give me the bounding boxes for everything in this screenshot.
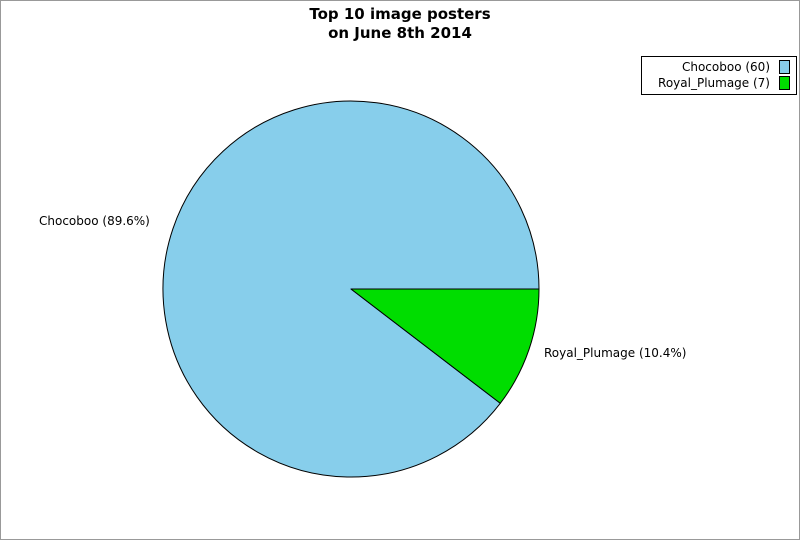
chart-title-line1: Top 10 image posters: [309, 5, 491, 23]
legend-row-royal-plumage: Royal_Plumage (7): [646, 75, 790, 91]
chart-title: Top 10 image posters on June 8th 2014: [1, 5, 799, 43]
legend-swatch-chocoboo-icon: [779, 60, 790, 74]
legend-label-royal-plumage: Royal_Plumage (7): [658, 76, 770, 90]
legend: Chocoboo (60) Royal_Plumage (7): [641, 56, 797, 95]
chart-title-line2: on June 8th 2014: [328, 24, 472, 42]
slice-label-chocoboo: Chocoboo (89.6%): [39, 214, 150, 228]
pie-slice-royal_plumage: [350, 288, 540, 404]
slice-label-royal-plumage: Royal_Plumage (10.4%): [544, 346, 687, 360]
legend-swatch-royal-plumage-icon: [779, 76, 790, 90]
legend-label-chocoboo: Chocoboo (60): [681, 60, 770, 74]
legend-row-chocoboo: Chocoboo (60): [646, 59, 790, 75]
